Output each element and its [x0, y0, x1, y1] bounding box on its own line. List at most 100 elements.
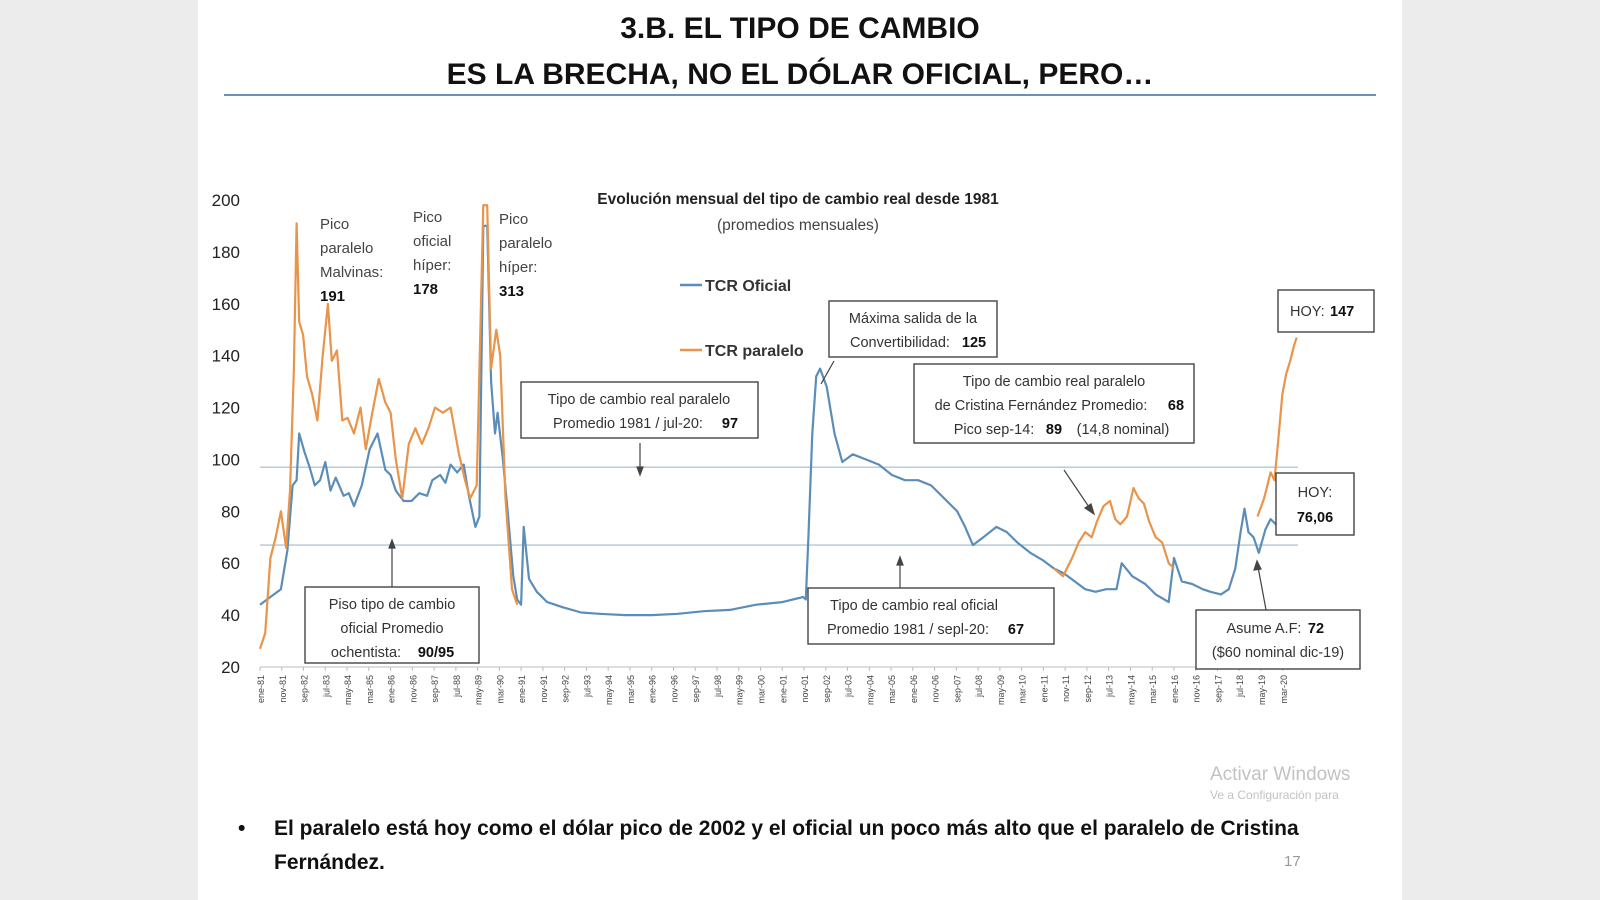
- box-line: ochentista:: [331, 645, 401, 661]
- box-line: oficial Promedio: [340, 621, 443, 637]
- arrow-maxima-salida: [820, 360, 835, 385]
- x-tick-label: ene-11: [1039, 675, 1049, 702]
- box-value: 97: [722, 416, 738, 432]
- note-line: paralelo: [320, 240, 373, 257]
- note-line: oficial: [413, 233, 451, 250]
- box-value: 68: [1168, 398, 1184, 414]
- y-tick-label: 120: [212, 399, 240, 418]
- x-tick-label: sep-87: [430, 675, 440, 703]
- legend-paralelo-label: TCR paralelo: [705, 343, 804, 360]
- chart-axes: 20 40 60 80 100 120 140 160 180 200: [212, 191, 1298, 677]
- box-line: Máxima salida de la: [849, 311, 978, 327]
- x-tick-label: mar-90: [495, 675, 505, 704]
- y-tick-label: 20: [221, 658, 240, 677]
- watermark-line2: Ve a Configuración para: [1210, 788, 1339, 802]
- x-tick-labels: ene-81 nov-81 sep-82 jul-83 may-84 mar-85 ene-…: [256, 675, 1289, 705]
- y-tick-label: 100: [212, 450, 240, 469]
- box-line: Promedio 1981 / sepl-20:: [827, 622, 989, 638]
- box-line: de Cristina Fernández Promedio:: [935, 398, 1148, 414]
- bullet-dot: •: [238, 817, 246, 840]
- arrowhead-piso-ochentista: [388, 538, 396, 549]
- arrow-tcr-paralelo-cfk: [1063, 469, 1092, 511]
- x-tick-label: may-14: [1126, 675, 1136, 705]
- x-tick-label: may-19: [1257, 675, 1267, 705]
- note-line: híper:: [499, 259, 537, 276]
- x-tick-label: ene-91: [517, 675, 527, 703]
- box-piso-ochentista: Piso tipo de cambio oficial Promedio och…: [304, 586, 480, 664]
- arrow-asume-af: [1257, 566, 1268, 616]
- x-tick-label: ene-86: [387, 675, 397, 703]
- y-tick-label: 80: [221, 502, 240, 521]
- x-tick-label: may-99: [735, 675, 745, 705]
- box-line: Asume A.F:: [1227, 621, 1302, 637]
- slide-title-line1: 3.B. EL TIPO DE CAMBIO: [620, 12, 980, 45]
- x-tick-label: may-09: [996, 675, 1006, 705]
- arrowhead-tcr-paralelo-cfk: [1083, 503, 1096, 516]
- title-divider: [224, 94, 1376, 96]
- note-line: Malvinas:: [320, 264, 383, 281]
- x-tick-label: mar-05: [887, 675, 897, 704]
- x-tick-label: sep-97: [691, 675, 701, 703]
- x-tick-label: nov-11: [1061, 675, 1071, 702]
- arrowhead-tcr-paralelo-promedio: [636, 466, 644, 477]
- x-tick-label: ene-06: [909, 675, 919, 703]
- annotation-arrows: [388, 360, 1311, 616]
- note-pico-paralelo-hiper: Pico paralelo híper: 313: [499, 211, 552, 300]
- x-tick-label: may-84: [343, 675, 353, 705]
- x-tick-label: mar-95: [626, 675, 636, 704]
- box-suffix: (14,8 nominal): [1077, 422, 1170, 438]
- series-line-paralelo2: [1053, 486, 1175, 578]
- x-tick-label: nov-81: [278, 675, 288, 703]
- box-line: Promedio 1981 / jul-20:: [553, 416, 703, 432]
- note-line: híper:: [413, 257, 451, 274]
- slide-title: 3.B. EL TIPO DE CAMBIO ES LA BRECHA, NO …: [198, 6, 1402, 98]
- note-pico-malvinas: Pico paralelo Malvinas: 191: [320, 216, 383, 305]
- box-tcr-paralelo-cfk: Tipo de cambio real paralelo de Cristina…: [913, 363, 1195, 444]
- box-value: 72: [1308, 621, 1324, 637]
- x-tick-label: nov-86: [408, 675, 418, 703]
- x-tick-label: ene-01: [778, 675, 788, 703]
- box-tcr-oficial-promedio: Tipo de cambio real oficial Promedio 198…: [807, 587, 1055, 645]
- box-value: 147: [1330, 304, 1354, 320]
- series-layer: [258, 204, 1299, 650]
- x-tick-label: sep-07: [952, 675, 962, 703]
- box-hoy-paralelo: HOY: 147: [1277, 289, 1375, 333]
- x-tick-label: jul-83: [321, 675, 331, 698]
- y-tick-label: 160: [212, 295, 240, 314]
- note-line: paralelo: [499, 235, 552, 252]
- exchange-rate-chart: 20 40 60 80 100 120 140 160 180 200 ene-81 nov-81 s…: [212, 191, 1375, 705]
- slide-title-line2: ES LA BRECHA, NO EL DÓLAR OFICIAL, PERO…: [446, 58, 1154, 91]
- x-tick-label: may-04: [865, 675, 875, 705]
- x-tick-label: ene-81: [256, 675, 266, 703]
- y-tick-label: 200: [212, 191, 240, 210]
- box-line: Tipo de cambio real paralelo: [963, 374, 1145, 390]
- y-tick-label: 180: [212, 243, 240, 262]
- box-line: Tipo de cambio real paralelo: [548, 392, 730, 408]
- x-tick-label: mar-20: [1279, 675, 1289, 704]
- x-tick-label: sep-82: [300, 675, 310, 703]
- box-tcr-paralelo-promedio: Tipo de cambio real paralelo Promedio 19…: [520, 381, 759, 439]
- x-tick-label: nov-96: [669, 675, 679, 703]
- x-tick-label: nov-16: [1192, 675, 1202, 703]
- x-tick-label: sep-92: [561, 675, 571, 703]
- box-value: 67: [1008, 622, 1024, 638]
- arrowhead-asume-af: [1253, 559, 1262, 571]
- x-tick-label: mar-15: [1148, 675, 1158, 704]
- legend-oficial-label: TCR Oficial: [705, 278, 791, 295]
- box-value: 90/95: [418, 645, 454, 661]
- x-tick-label: nov-01: [800, 675, 810, 703]
- chart-subtitle: (promedios mensuales): [717, 217, 879, 234]
- x-tick-label: jul-93: [582, 675, 592, 698]
- x-tick-label: nov-91: [539, 675, 549, 703]
- x-tick-label: jul-03: [844, 675, 854, 698]
- note-line: Pico: [320, 216, 349, 233]
- box-value: 76,06: [1297, 510, 1333, 526]
- note-value: 191: [320, 288, 345, 305]
- box-line: Pico sep-14:: [954, 422, 1035, 438]
- box-line: HOY:: [1290, 304, 1325, 320]
- note-line: Pico: [413, 209, 442, 226]
- arrowhead-tcr-oficial-promedio: [896, 555, 904, 566]
- x-tick-label: mar-10: [1018, 675, 1028, 704]
- x-tick-label: may-89: [474, 675, 484, 705]
- x-tick-label: jul-98: [713, 675, 723, 698]
